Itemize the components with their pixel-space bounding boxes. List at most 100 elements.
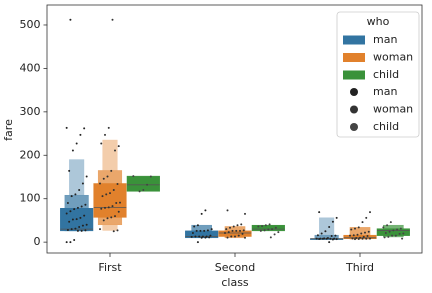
y-tick-label: 200 bbox=[20, 148, 41, 161]
strip-point bbox=[392, 229, 395, 232]
strip-point bbox=[274, 226, 277, 229]
legend-marker bbox=[350, 105, 358, 114]
strip-point bbox=[81, 182, 84, 185]
strip-point bbox=[230, 235, 233, 238]
strip-point bbox=[351, 237, 354, 240]
y-tick-label: 400 bbox=[20, 61, 41, 74]
strip-point bbox=[100, 142, 103, 145]
strip-point bbox=[361, 221, 364, 224]
strip-point bbox=[240, 223, 243, 226]
plot-frame bbox=[46, 4, 423, 254]
strip-point bbox=[271, 228, 274, 231]
strip-point bbox=[83, 127, 86, 130]
x-tick-label: Third bbox=[345, 261, 374, 274]
strip-point bbox=[195, 229, 198, 232]
strip-point bbox=[114, 149, 116, 152]
strip-point bbox=[79, 133, 82, 136]
strip-point bbox=[257, 225, 260, 228]
strip-point bbox=[110, 216, 113, 219]
strip-point bbox=[210, 228, 213, 231]
strip-point bbox=[354, 227, 356, 230]
strip-point bbox=[200, 236, 203, 239]
strip-point bbox=[200, 212, 203, 215]
strip-point bbox=[138, 190, 141, 193]
strip-point bbox=[362, 235, 365, 238]
strip-point bbox=[235, 229, 238, 232]
strip-point bbox=[330, 235, 333, 238]
strip-point bbox=[366, 235, 369, 238]
strip-point bbox=[107, 206, 110, 209]
strip-point bbox=[84, 229, 87, 232]
legend-swatch bbox=[343, 35, 365, 45]
boxen-level bbox=[93, 183, 127, 218]
strip-point bbox=[115, 202, 118, 205]
strip-point bbox=[66, 202, 69, 205]
boxen-level bbox=[251, 224, 285, 232]
strip-point bbox=[357, 226, 360, 229]
strip-point bbox=[149, 175, 152, 178]
strip-point bbox=[328, 225, 331, 228]
strip-point bbox=[208, 236, 211, 239]
strip-point bbox=[234, 235, 236, 238]
boxen-level bbox=[126, 175, 160, 192]
strip-point bbox=[78, 189, 81, 192]
strip-point bbox=[359, 236, 361, 239]
strip-point bbox=[204, 209, 207, 212]
strip-point bbox=[119, 201, 121, 204]
strip-point bbox=[104, 133, 106, 136]
legend: who man woman child man woman child bbox=[336, 11, 420, 138]
strip-point bbox=[326, 237, 329, 240]
strip-point bbox=[104, 206, 106, 209]
strip-point bbox=[196, 224, 199, 227]
strip-point bbox=[365, 237, 368, 240]
strip-point bbox=[227, 231, 230, 234]
x-axis-label: class bbox=[221, 276, 249, 289]
legend-label: man bbox=[373, 85, 397, 98]
strip-point bbox=[316, 234, 319, 237]
strip-point bbox=[69, 241, 72, 244]
strip-point bbox=[320, 232, 323, 235]
strip-point bbox=[69, 210, 72, 213]
strip-point bbox=[105, 193, 108, 196]
strip-point bbox=[100, 207, 103, 210]
strip-point bbox=[323, 237, 326, 240]
strip-point bbox=[109, 192, 111, 195]
legend-label: child bbox=[373, 68, 399, 81]
strip-point bbox=[384, 232, 387, 235]
strip-point bbox=[112, 230, 115, 233]
strip-point bbox=[357, 238, 360, 241]
strip-point bbox=[117, 145, 120, 148]
strip-point bbox=[106, 175, 109, 178]
strip-point bbox=[402, 232, 405, 235]
strip-point bbox=[364, 231, 366, 234]
legend-label: man bbox=[373, 33, 397, 46]
strip-point bbox=[73, 208, 76, 211]
strip-point bbox=[73, 238, 76, 241]
strip-point bbox=[225, 228, 228, 231]
strip-point bbox=[229, 226, 231, 229]
strip-point bbox=[112, 189, 115, 192]
strip-point bbox=[76, 206, 79, 209]
strip-point bbox=[224, 232, 226, 235]
strip-point bbox=[68, 220, 71, 223]
strip-point bbox=[76, 229, 79, 232]
strip-point bbox=[80, 205, 83, 208]
y-tick-label: 0 bbox=[34, 235, 41, 248]
strip-point bbox=[99, 182, 101, 185]
strip-point bbox=[201, 235, 204, 238]
strip-point bbox=[79, 216, 82, 219]
strip-point bbox=[111, 205, 114, 208]
strip-point bbox=[331, 220, 334, 223]
strip-point bbox=[386, 224, 389, 227]
strip-point bbox=[206, 229, 209, 232]
strip-point bbox=[199, 229, 202, 232]
strip-point bbox=[65, 241, 68, 244]
strip-point bbox=[117, 210, 120, 213]
strip-point bbox=[241, 232, 244, 235]
strip-point bbox=[101, 195, 104, 198]
strip-point bbox=[388, 230, 391, 233]
legend-label: woman bbox=[373, 51, 413, 64]
strip-point bbox=[65, 126, 68, 129]
